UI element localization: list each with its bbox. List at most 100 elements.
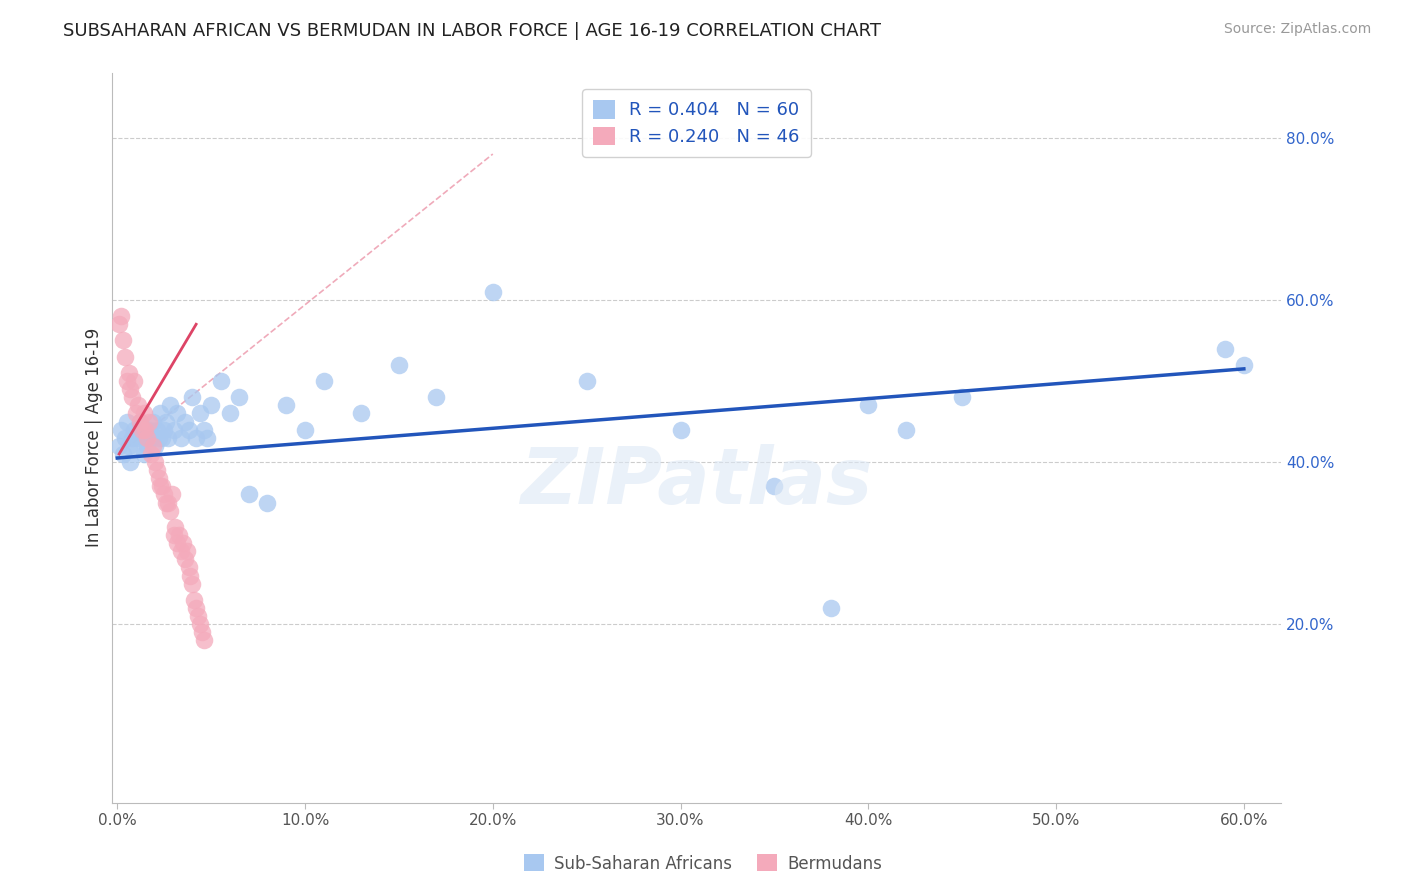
Point bbox=[177, 560, 200, 574]
Point bbox=[139, 447, 162, 461]
Point bbox=[388, 358, 411, 372]
Point bbox=[170, 544, 193, 558]
Legend: R = 0.404   N = 60, R = 0.240   N = 46: R = 0.404 N = 60, R = 0.240 N = 46 bbox=[582, 89, 811, 157]
Point bbox=[1233, 358, 1256, 372]
Point bbox=[149, 406, 172, 420]
Point bbox=[111, 447, 134, 461]
Point bbox=[166, 536, 188, 550]
Point bbox=[294, 423, 316, 437]
Point bbox=[138, 415, 160, 429]
Point bbox=[139, 431, 162, 445]
Point bbox=[165, 520, 187, 534]
Point bbox=[134, 431, 156, 445]
Point bbox=[820, 601, 842, 615]
Point bbox=[121, 431, 143, 445]
Point bbox=[149, 479, 172, 493]
Point bbox=[155, 495, 177, 509]
Point bbox=[575, 374, 598, 388]
Point bbox=[128, 415, 150, 429]
Point bbox=[155, 415, 177, 429]
Point bbox=[1213, 342, 1236, 356]
Point bbox=[122, 423, 145, 437]
Point bbox=[162, 528, 184, 542]
Point bbox=[125, 406, 148, 420]
Point bbox=[166, 406, 188, 420]
Point bbox=[136, 439, 159, 453]
Point bbox=[131, 423, 153, 437]
Point bbox=[156, 431, 179, 445]
Point bbox=[142, 439, 165, 453]
Point bbox=[228, 390, 250, 404]
Point bbox=[131, 423, 153, 437]
Point bbox=[120, 382, 142, 396]
Point bbox=[120, 455, 142, 469]
Point bbox=[145, 463, 167, 477]
Point bbox=[172, 536, 194, 550]
Point bbox=[138, 423, 160, 437]
Point bbox=[162, 423, 184, 437]
Point bbox=[143, 439, 166, 453]
Point bbox=[143, 455, 166, 469]
Point bbox=[950, 390, 973, 404]
Point bbox=[108, 318, 131, 332]
Point bbox=[193, 423, 215, 437]
Point bbox=[127, 431, 149, 445]
Point bbox=[115, 374, 138, 388]
Point bbox=[858, 398, 880, 412]
Point bbox=[176, 544, 198, 558]
Point bbox=[159, 398, 181, 412]
Point bbox=[181, 576, 204, 591]
Point bbox=[150, 431, 173, 445]
Point bbox=[190, 625, 212, 640]
Point bbox=[134, 423, 156, 437]
Point bbox=[110, 423, 132, 437]
Point bbox=[156, 495, 179, 509]
Point bbox=[209, 374, 232, 388]
Point bbox=[219, 406, 242, 420]
Point bbox=[184, 431, 207, 445]
Text: ZIPatlas: ZIPatlas bbox=[520, 443, 873, 519]
Point bbox=[148, 431, 170, 445]
Point bbox=[110, 309, 132, 323]
Point bbox=[121, 390, 143, 404]
Point bbox=[150, 479, 173, 493]
Point bbox=[894, 423, 917, 437]
Point bbox=[193, 633, 215, 648]
Point bbox=[128, 415, 150, 429]
Point bbox=[122, 374, 145, 388]
Point bbox=[179, 568, 201, 582]
Point bbox=[188, 406, 211, 420]
Point bbox=[183, 593, 205, 607]
Point bbox=[159, 504, 181, 518]
Point bbox=[173, 552, 195, 566]
Point bbox=[197, 431, 219, 445]
Point bbox=[111, 334, 134, 348]
Point bbox=[160, 487, 183, 501]
Point bbox=[114, 431, 136, 445]
Point bbox=[200, 398, 222, 412]
Point bbox=[669, 423, 692, 437]
Text: SUBSAHARAN AFRICAN VS BERMUDAN IN LABOR FORCE | AGE 16-19 CORRELATION CHART: SUBSAHARAN AFRICAN VS BERMUDAN IN LABOR … bbox=[63, 22, 882, 40]
Point bbox=[256, 495, 278, 509]
Point bbox=[117, 366, 139, 380]
Point bbox=[153, 487, 176, 501]
Point bbox=[108, 439, 131, 453]
Point bbox=[125, 439, 148, 453]
Point bbox=[136, 431, 159, 445]
Point bbox=[132, 406, 155, 420]
Point bbox=[177, 423, 200, 437]
Point bbox=[115, 415, 138, 429]
Point bbox=[148, 471, 170, 485]
Point bbox=[188, 617, 211, 632]
Point bbox=[312, 374, 335, 388]
Point bbox=[350, 406, 373, 420]
Point bbox=[276, 398, 298, 412]
Point bbox=[184, 601, 207, 615]
Point bbox=[142, 415, 165, 429]
Point bbox=[132, 447, 155, 461]
Point bbox=[127, 398, 149, 412]
Point bbox=[117, 439, 139, 453]
Point bbox=[167, 528, 190, 542]
Point bbox=[763, 479, 786, 493]
Y-axis label: In Labor Force | Age 16-19: In Labor Force | Age 16-19 bbox=[86, 328, 103, 548]
